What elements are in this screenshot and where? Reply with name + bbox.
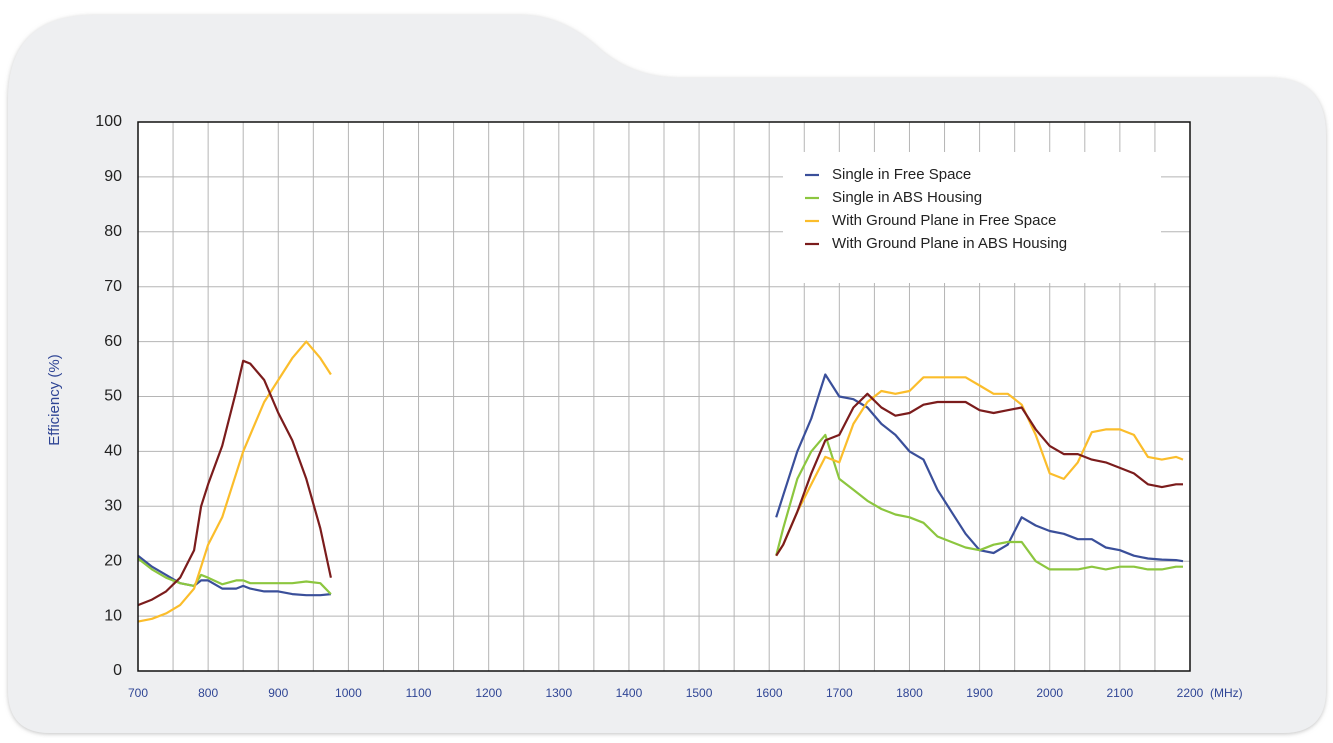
y-axis-label: Efficiency (%) — [46, 354, 63, 445]
series-line — [137, 359, 1183, 607]
y-tick-label: 50 — [104, 388, 122, 405]
x-tick-label: 900 — [268, 686, 288, 700]
legend-label: With Ground Plane in ABS Housing — [832, 235, 1067, 252]
x-tick-label: 1400 — [616, 686, 643, 700]
y-tick-label: 80 — [104, 223, 122, 240]
y-tick-label: 20 — [104, 552, 122, 569]
legend-label: Single in ABS Housing — [832, 189, 982, 206]
x-tick-label: 1300 — [545, 686, 572, 700]
legend-box — [783, 152, 1161, 283]
x-unit-label: (MHz) — [1210, 686, 1243, 700]
x-tick-label: 1800 — [896, 686, 923, 700]
x-tick-label: 1200 — [475, 686, 502, 700]
y-tick-label: 100 — [95, 113, 122, 130]
y-tick-label: 70 — [104, 278, 122, 295]
y-tick-label: 40 — [104, 443, 122, 460]
x-tick-label: 1500 — [686, 686, 713, 700]
series-line — [137, 340, 1184, 623]
x-tick-label: 1100 — [406, 686, 432, 700]
x-tick-label: 1600 — [756, 686, 783, 700]
x-tick-label: 1000 — [335, 686, 362, 700]
x-tick-label: 700 — [128, 686, 148, 700]
y-tick-label: 0 — [113, 662, 122, 679]
x-tick-label: 2200 — [1177, 686, 1204, 700]
y-tick-label: 60 — [104, 333, 122, 350]
legend-label: With Ground Plane in Free Space — [832, 212, 1056, 229]
x-tick-label: 2100 — [1107, 686, 1134, 700]
x-tick-label: 1700 — [826, 686, 853, 700]
x-tick-label: 1900 — [966, 686, 993, 700]
x-tick-label: 2000 — [1036, 686, 1063, 700]
plot-frame — [137, 121, 1191, 672]
legend-label: Single in Free Space — [832, 166, 971, 183]
y-tick-label: 10 — [104, 607, 122, 624]
y-tick-label: 90 — [104, 168, 122, 185]
x-tick-label: 800 — [198, 686, 218, 700]
y-tick-label: 30 — [104, 498, 122, 515]
